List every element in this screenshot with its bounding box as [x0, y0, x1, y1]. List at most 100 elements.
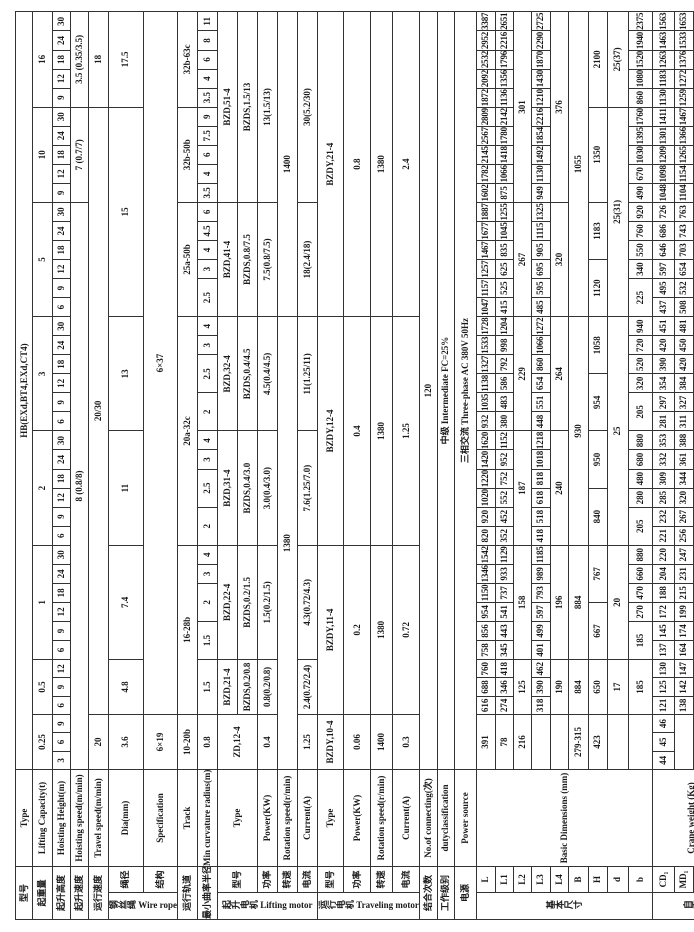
table-cell: 6 — [197, 202, 218, 222]
row-label-cn: 起升速度 — [70, 866, 89, 920]
table-cell: 6 — [52, 526, 71, 546]
table-cell: 4 — [197, 430, 218, 450]
table-cell: 2.5 — [197, 469, 218, 508]
group-label: 运行电机 Traveling motor — [317, 892, 420, 920]
table-cell: 229 — [513, 316, 532, 431]
table-cell: 3 — [197, 259, 218, 279]
table-cell: 32b-63c — [177, 11, 198, 108]
table-cell: 551 — [531, 392, 551, 412]
table-cell: 16-28b — [177, 545, 198, 715]
table-cell: 3.5 (0.35/3.5) — [70, 11, 89, 108]
table-cell: 1760 — [628, 107, 653, 127]
table-cell: 1035 — [476, 392, 496, 412]
table-cell: 20 — [88, 714, 109, 770]
table-cell: 17 — [607, 659, 629, 715]
table-cell: 646 — [652, 240, 675, 260]
table-cell: 185 — [628, 659, 653, 715]
table-cell: 499 — [531, 621, 551, 641]
table-cell: 726 — [652, 202, 675, 222]
table-cell: 793 — [531, 583, 551, 603]
row-label-en: Type — [217, 769, 258, 867]
row-label-en: No.of connecting(次) — [419, 769, 438, 867]
table-cell: 361 — [674, 450, 694, 470]
table-cell: 1940 — [628, 30, 653, 51]
table-cell: 1130 — [531, 164, 551, 184]
table-cell: 743 — [674, 221, 694, 241]
model-series: HB(EXd,BT4,EXd,CT4) — [15, 11, 33, 770]
row-label-cn: 型号 — [217, 866, 258, 893]
table-cell: 130 — [652, 659, 675, 678]
row-label-cn: 最小曲率半径 — [197, 866, 218, 920]
table-cell: 247 — [674, 545, 694, 565]
table-cell: 7.4 — [108, 545, 143, 660]
table-cell: 597 — [531, 602, 551, 622]
table-cell: 20 — [607, 545, 629, 660]
table-cell: 1.5(0.2/1.5) — [257, 545, 278, 660]
table-cell: 2 — [32, 430, 53, 546]
table-cell: 1376 — [674, 50, 694, 70]
table-cell: 11 — [108, 430, 143, 546]
table-cell — [531, 714, 551, 770]
table-cell: 267 — [674, 507, 694, 527]
table-cell: 1066 — [495, 164, 514, 184]
table-cell: 1400 — [370, 714, 393, 770]
table-cell: 2092 — [476, 69, 496, 89]
table-cell: 1210 — [531, 88, 551, 108]
table-cell: 423 — [588, 714, 608, 770]
table-cell: BZDS,0.4/4.5 — [237, 316, 258, 431]
table-cell: 1120 — [588, 259, 608, 317]
table-cell: 1152 — [495, 430, 514, 450]
table-row: 电流 Current(A) 1.25 2.4(0.72/2.4) 4.3(0.72/4.… — [297, 11, 318, 920]
table-cell: 483 — [495, 392, 514, 412]
table-cell: BZDY,10-4 — [317, 714, 344, 770]
table-cell: 1045 — [495, 221, 514, 241]
table-cell: 2952 — [476, 30, 496, 51]
table-cell: 1533 — [476, 335, 496, 355]
table-cell: 4.8 — [108, 659, 143, 715]
row-label-en: Rotation speed(r/min) — [370, 769, 393, 867]
table-cell: 541 — [495, 602, 514, 622]
table-cell: 680 — [628, 450, 653, 470]
table-cell: 12 — [52, 488, 71, 508]
row-label-cn: 功率 — [257, 866, 278, 893]
table-cell: 3.5 — [197, 88, 218, 108]
table-row: 电源 Power source 三相交流 Three-phase AC 380V 5… — [454, 11, 477, 920]
table-cell: 1080 — [628, 69, 653, 89]
row-label-cn: d — [607, 866, 629, 893]
table-cell: 8 — [197, 30, 218, 51]
table-cell: 1602 — [476, 183, 496, 203]
row-label-en: Current(A) — [297, 769, 318, 867]
table-cell: 0.2 — [343, 545, 371, 715]
table-cell: 552 — [495, 488, 514, 508]
table-cell: 2216 — [531, 107, 551, 127]
table-cell: 443 — [495, 621, 514, 641]
table-cell: 46 — [652, 714, 675, 733]
table-cell: 232 — [652, 507, 675, 527]
table-cell: 0.4 — [257, 714, 278, 770]
table-cell: 6 — [197, 145, 218, 165]
table-cell: 1218 — [531, 430, 551, 450]
table-cell: 352 — [495, 526, 514, 546]
table-cell: 860 — [628, 88, 653, 108]
table-cell: 311 — [674, 411, 694, 431]
table-cell: 737 — [495, 583, 514, 603]
table-cell: 4 — [197, 240, 218, 260]
table-cell: 792 — [495, 354, 514, 374]
table-cell: 196 — [550, 545, 569, 660]
row-label-en: Dia(mm) — [108, 769, 143, 867]
table-cell: 164 — [674, 640, 694, 660]
table-cell: 280 — [628, 488, 653, 508]
table-cell: 3 — [52, 751, 71, 770]
table-cell: 660 — [628, 564, 653, 584]
table-cell: BZDS,0.2/0.8 — [237, 659, 258, 715]
table-cell: 1220 — [476, 469, 496, 489]
group-label: 基本尺寸 — [476, 892, 653, 920]
table-cell: 508 — [674, 297, 694, 317]
row-label-cn: CD₁ — [652, 866, 675, 893]
table-cell: 550 — [628, 240, 653, 260]
table-cell: 2.5 — [197, 354, 218, 393]
row-label-en: Power(KW) — [257, 769, 278, 867]
table-cell: 1209 — [652, 145, 675, 165]
row-label-cn: L2 — [513, 866, 532, 893]
table-cell — [607, 714, 629, 770]
